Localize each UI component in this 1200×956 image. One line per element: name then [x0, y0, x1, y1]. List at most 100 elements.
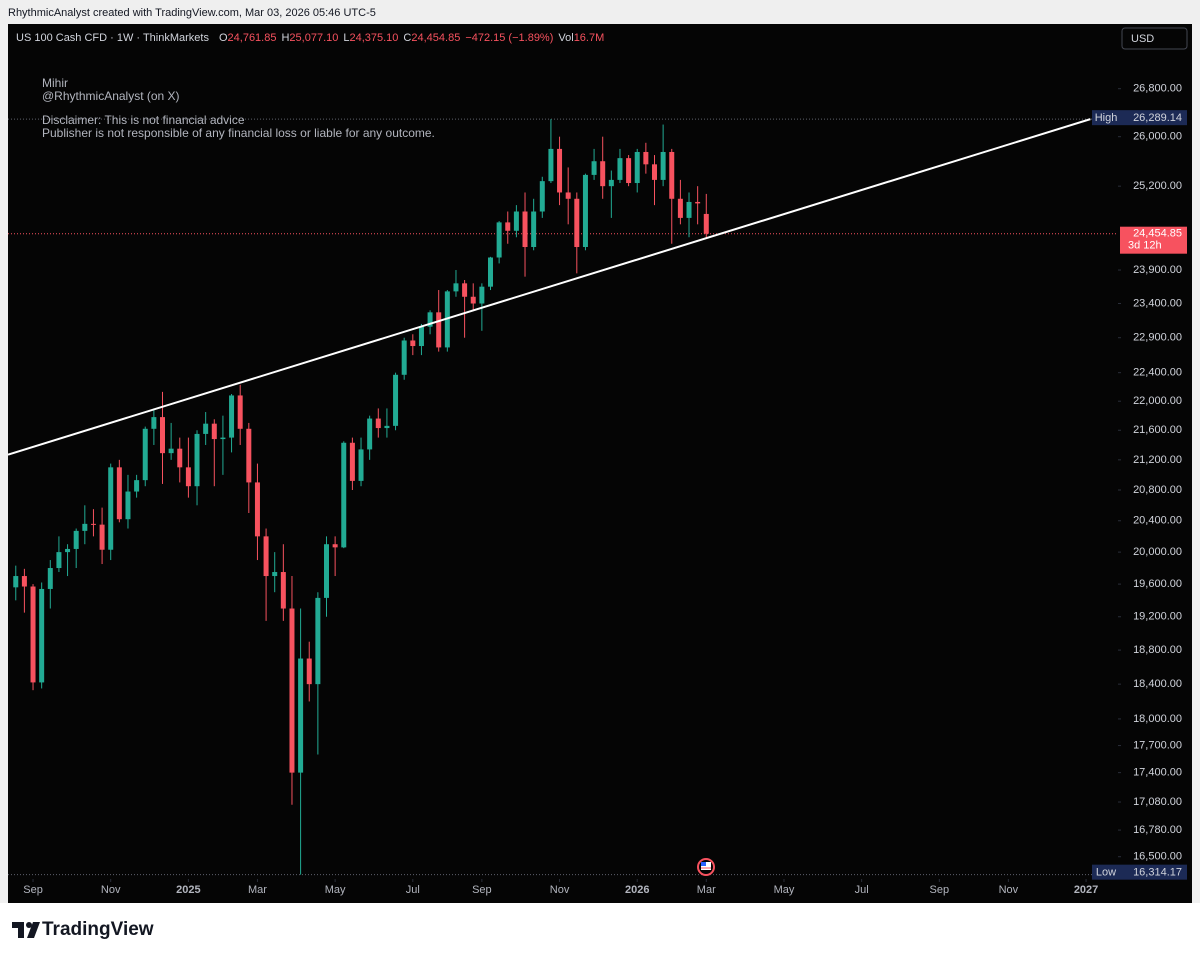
candle-body: [151, 417, 157, 429]
candle-body: [289, 608, 295, 773]
candle-body: [341, 442, 347, 548]
annotation: Publisher is not responsible of any fina…: [42, 126, 435, 140]
candle-body: [21, 576, 27, 587]
candle-body: [254, 482, 260, 537]
candle-body: [669, 151, 675, 199]
candle-body: [401, 340, 407, 375]
event-marker: [697, 858, 715, 876]
candle-body: [65, 548, 71, 553]
legend-value: 24,454.85: [411, 32, 460, 44]
logo-part: [18, 922, 24, 938]
brand-logo: [12, 922, 40, 938]
candle-body: [487, 257, 493, 287]
marker-value-box: [1120, 110, 1187, 126]
candle-body: [651, 164, 657, 180]
candle-body: [116, 467, 122, 520]
trendline: [8, 118, 1091, 456]
candle-body: [375, 418, 381, 429]
y-tick-label: 25,200.00: [1133, 180, 1182, 192]
symbol: US 100 Cash CFD · 1W · ThinkMarkets: [16, 32, 209, 44]
candle-body: [323, 544, 329, 598]
candle-body: [332, 544, 338, 548]
top-bar: [0, 0, 1200, 24]
legend-key: O: [219, 32, 228, 44]
x-tick-label: Jul: [406, 884, 420, 896]
x-tick-label: Sep: [930, 884, 950, 896]
marker-value: 26,289.14: [1133, 112, 1182, 124]
candle-body: [367, 418, 373, 450]
candle-body: [393, 374, 399, 426]
y-tick-label: 16,780.00: [1133, 824, 1182, 836]
candle-body: [108, 467, 114, 550]
candle-body: [513, 211, 519, 231]
marker-name: Low: [1096, 867, 1116, 879]
candle-body: [358, 449, 364, 481]
y-tick-label: 23,900.00: [1133, 264, 1182, 276]
credit: RhythmicAnalyst created with TradingView…: [8, 7, 376, 19]
candle-body: [263, 536, 269, 577]
candle-body: [229, 395, 235, 438]
candle-body: [185, 467, 191, 487]
candle-body: [660, 151, 666, 180]
candle-body: [306, 658, 312, 685]
y-tick-label: 17,700.00: [1133, 739, 1182, 751]
candle-body: [531, 211, 537, 248]
candle-body: [539, 181, 545, 212]
y-tick-label: 18,400.00: [1133, 678, 1182, 690]
candle-body: [203, 423, 209, 434]
candle-body: [677, 198, 683, 218]
candle-body: [56, 552, 62, 569]
candle-body: [686, 201, 692, 218]
y-tick-label: 21,200.00: [1133, 454, 1182, 466]
candle-body: [470, 296, 476, 304]
candle-body: [626, 158, 632, 184]
y-tick-label: 20,400.00: [1133, 515, 1182, 527]
candle-body: [608, 179, 614, 187]
candle-body: [272, 572, 278, 577]
x-tick-label: Mar: [697, 884, 716, 896]
candle-body: [134, 480, 140, 492]
x-tick-label: 2025: [176, 884, 200, 896]
y-tick-label: 22,900.00: [1133, 332, 1182, 344]
candle-body: [349, 442, 355, 481]
annotation: @RhythmicAnalyst (on X): [42, 89, 180, 103]
y-tick-label: 22,400.00: [1133, 367, 1182, 379]
currency[interactable]: USD: [1131, 33, 1154, 45]
candle-body: [600, 161, 606, 187]
legend-value: 25,077.10: [289, 32, 338, 44]
candle-body: [384, 425, 390, 429]
candle-body: [246, 428, 252, 483]
candle-body: [617, 158, 623, 180]
currency-button[interactable]: [1121, 27, 1188, 50]
x-tick-label: Nov: [999, 884, 1019, 896]
marker-name-box: [1092, 864, 1120, 880]
candle-body: [13, 576, 19, 588]
logo-part: [26, 922, 32, 928]
marker-value-box: [1120, 864, 1187, 880]
candle-body: [522, 211, 528, 248]
candle-body: [643, 151, 649, 165]
candle-body: [582, 174, 588, 248]
legend-key: H: [281, 32, 289, 44]
y-tick-label: 17,400.00: [1133, 767, 1182, 779]
legend-key: Vol: [558, 32, 573, 44]
y-tick-label: 19,600.00: [1133, 578, 1182, 590]
candle-body: [410, 340, 416, 347]
y-tick-label: 23,400.00: [1133, 297, 1182, 309]
x-tick-label: May: [774, 884, 795, 896]
candle-body: [436, 312, 442, 348]
y-tick-label: 18,000.00: [1133, 713, 1182, 725]
candle-body: [237, 395, 243, 429]
symbol-legend: US 100 Cash CFD · 1W · ThinkMarkets O24,7…: [16, 32, 604, 44]
candle-body: [280, 572, 286, 609]
candle-body: [30, 586, 36, 683]
x-tick-label: Nov: [550, 884, 570, 896]
candle-body: [220, 437, 226, 440]
y-tick-label: 26,800.00: [1133, 83, 1182, 95]
legend-value: 16.7M: [574, 32, 605, 44]
x-tick-label: Jul: [855, 884, 869, 896]
candle-body: [591, 161, 597, 175]
candle-body: [505, 222, 511, 231]
candle-body: [479, 286, 485, 304]
candle-body: [462, 283, 468, 297]
